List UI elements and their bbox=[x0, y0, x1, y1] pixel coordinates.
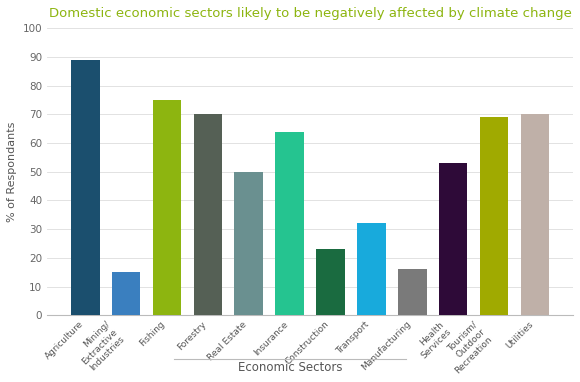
Bar bbox=[520, 114, 549, 316]
Bar bbox=[112, 272, 140, 316]
Bar bbox=[234, 172, 263, 316]
Bar bbox=[357, 223, 386, 316]
Bar bbox=[439, 163, 467, 316]
Y-axis label: % of Respondants: % of Respondants bbox=[7, 121, 17, 222]
Bar bbox=[316, 249, 345, 316]
Bar bbox=[276, 131, 304, 316]
Bar bbox=[194, 114, 222, 316]
Text: Economic Sectors: Economic Sectors bbox=[238, 361, 342, 374]
Bar bbox=[71, 60, 100, 316]
Title: Domestic economic sectors likely to be negatively affected by climate change: Domestic economic sectors likely to be n… bbox=[49, 7, 571, 20]
Bar bbox=[153, 100, 182, 316]
Bar bbox=[480, 117, 508, 316]
Bar bbox=[398, 269, 426, 316]
